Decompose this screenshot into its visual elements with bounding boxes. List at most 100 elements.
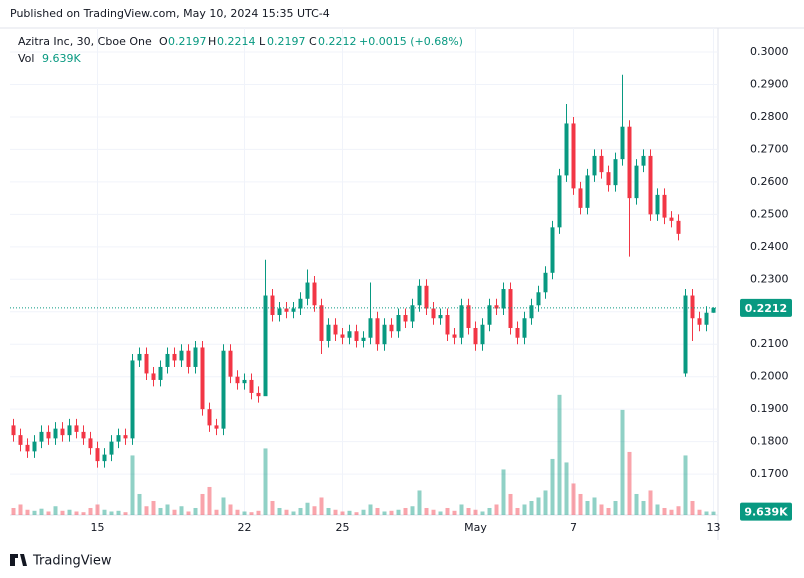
symbol: Azitra Inc, 30, Cboe One	[18, 35, 152, 48]
candle-body	[39, 431, 44, 442]
candle-body	[599, 155, 604, 173]
candle-body	[46, 431, 51, 439]
candle-body	[648, 155, 653, 215]
volume-bar	[571, 483, 576, 515]
volume-bar	[550, 458, 555, 515]
candle-body	[144, 353, 149, 374]
candle-body	[263, 295, 268, 397]
volume-bar	[452, 510, 457, 515]
y-tick-label: 0.2600	[750, 175, 789, 188]
volume-bar	[480, 511, 485, 515]
candle-body	[242, 379, 247, 384]
candle-body	[494, 305, 499, 309]
candle-body	[277, 308, 282, 316]
x-tick-label: 13	[707, 521, 721, 534]
volume-bar	[270, 500, 275, 515]
brand-logo	[10, 554, 27, 566]
volume-bar	[410, 506, 415, 515]
candle-body	[557, 175, 562, 228]
candle-body	[655, 194, 660, 215]
candle-body	[515, 327, 520, 338]
volume-bar	[403, 507, 408, 515]
volume-bar	[333, 509, 338, 515]
volume-bar	[81, 512, 86, 515]
candle-body	[613, 159, 618, 186]
low-value: 0.2197	[267, 35, 306, 48]
candle-body	[95, 448, 100, 462]
candle-body	[410, 305, 415, 322]
candle-body	[25, 444, 30, 452]
volume-bar	[655, 504, 660, 515]
volume-bar	[690, 500, 695, 515]
volume-bar	[361, 509, 366, 515]
candle-body	[445, 315, 450, 335]
volume-bar	[459, 504, 464, 515]
candle-body	[536, 292, 541, 306]
volume-bar	[494, 504, 499, 515]
volume-bar	[158, 507, 163, 515]
volume-bar	[501, 469, 506, 515]
candle-body	[228, 350, 233, 377]
volume-bar	[711, 511, 716, 515]
candle-body	[326, 324, 331, 341]
candle-body	[151, 373, 156, 380]
change: +0.0015 (+0.68%)	[359, 35, 463, 48]
volume-bar	[508, 493, 513, 515]
volume-bar	[18, 504, 23, 515]
y-tick-label: 0.1900	[750, 402, 789, 415]
candle-body	[207, 409, 212, 426]
candle-body	[200, 347, 205, 410]
candle-body	[396, 315, 401, 332]
volume-bar	[312, 506, 317, 515]
volume-bar	[613, 500, 618, 515]
volume-bar	[109, 511, 114, 515]
y-tick-label: 0.1700	[750, 467, 789, 480]
volume-bar	[74, 511, 79, 515]
candle-body	[291, 308, 296, 312]
volume-bar	[606, 507, 611, 515]
candle-body	[508, 289, 513, 328]
candle-body	[172, 353, 177, 361]
volume-bar	[564, 462, 569, 515]
legend: Azitra Inc, 30, Cboe One O 0.2197 H 0.22…	[18, 35, 463, 65]
candle-body	[676, 220, 681, 234]
candle-body	[627, 126, 632, 199]
candle-body	[67, 425, 72, 436]
candle-body	[319, 305, 324, 341]
volume-bar	[536, 497, 541, 515]
candle-body	[130, 360, 135, 439]
volume-bar	[662, 507, 667, 515]
volume-bar	[193, 507, 198, 515]
candle-body	[60, 428, 65, 436]
volume-bar	[67, 509, 72, 515]
candle-body	[270, 295, 275, 316]
candle-body	[431, 308, 436, 319]
volume-bar	[200, 493, 205, 515]
volume-bar	[242, 511, 247, 515]
volume-bar	[676, 506, 681, 515]
volume-bar	[263, 448, 268, 515]
candle-body	[389, 324, 394, 332]
volume-bar	[340, 511, 345, 515]
y-tick-label: 0.3000	[750, 45, 789, 58]
last-volume-box	[740, 502, 792, 521]
volume-bar	[235, 509, 240, 515]
volume-bar	[438, 511, 443, 515]
candle-body	[214, 425, 219, 429]
candle-body	[438, 315, 443, 319]
volume-bar	[396, 509, 401, 515]
grid	[10, 28, 718, 515]
high-value: 0.2214	[217, 35, 256, 48]
candle-body	[298, 298, 303, 309]
volume-bar	[130, 455, 135, 515]
candle-body	[459, 305, 464, 338]
volume-bar	[515, 507, 520, 515]
candle-body	[424, 285, 429, 309]
y-tick-label: 0.2300	[750, 272, 789, 285]
candle-body	[81, 431, 86, 439]
candle-body	[501, 289, 506, 309]
candle-body	[711, 307, 716, 313]
candle-body	[361, 337, 366, 341]
y-tick-label: 0.2700	[750, 142, 789, 155]
